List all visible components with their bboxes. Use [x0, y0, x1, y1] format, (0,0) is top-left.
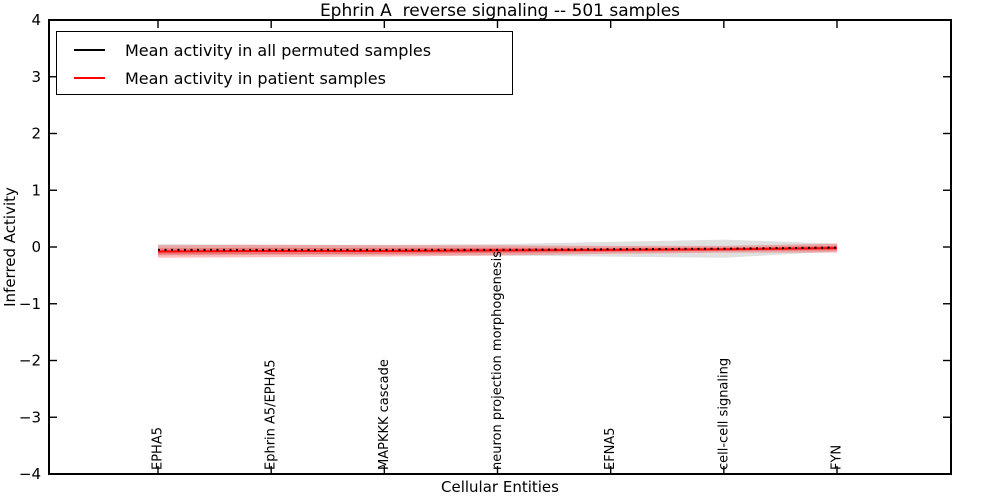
- permuted-mean-line: [158, 246, 838, 251]
- y-tick-label: 3: [31, 68, 41, 86]
- x-tick-label: FYN: [830, 445, 845, 470]
- y-tick-label: 4: [31, 11, 41, 29]
- y-tick-label: 0: [31, 238, 41, 256]
- y-tick-label: −3: [19, 408, 41, 426]
- y-axis-label: Inferred Activity: [1, 187, 20, 307]
- legend-line-permuted: [74, 49, 105, 51]
- permuted-std-band: [158, 239, 837, 258]
- y-tick-label: 1: [31, 181, 41, 199]
- y-tick-label: −4: [19, 465, 41, 483]
- legend: Mean activity in all permuted samples Me…: [56, 31, 513, 95]
- y-axis-label-wrap: Inferred Activity: [0, 20, 23, 474]
- x-tick-label: EPHA5: [151, 427, 166, 470]
- legend-label-permuted: Mean activity in all permuted samples: [125, 40, 432, 60]
- legend-row-patient: Mean activity in patient samples: [74, 64, 512, 92]
- legend-line-patient: [74, 77, 105, 79]
- x-tick-label: EFNA5: [603, 427, 618, 470]
- y-tick-label: −1: [19, 295, 41, 313]
- chart-title: Ephrin A reverse signaling -- 501 sample…: [319, 1, 681, 21]
- y-tick-label: 2: [31, 125, 41, 143]
- x-tick-label: cell-cell signaling: [716, 358, 731, 470]
- legend-label-patient: Mean activity in patient samples: [125, 68, 386, 88]
- legend-row-permuted: Mean activity in all permuted samples: [74, 36, 512, 64]
- x-axis-label: Cellular Entities: [441, 478, 559, 496]
- x-tick-label: neuron projection morphogenesis: [490, 251, 505, 470]
- x-tick-label: MAPKKK cascade: [377, 359, 392, 470]
- x-tick-label: Ephrin A5/EPHA5: [264, 359, 279, 470]
- y-tick-label: −2: [19, 352, 41, 370]
